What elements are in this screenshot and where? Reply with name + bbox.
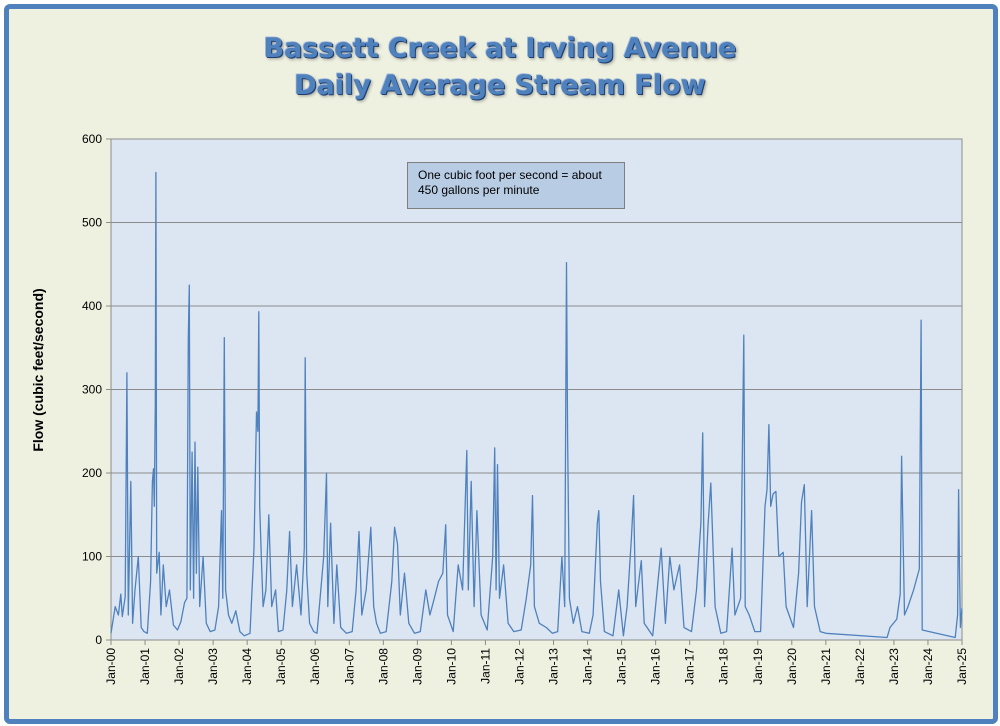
x-tick-label: Jan-14 [581, 648, 595, 685]
x-tick-label: Jan-24 [921, 648, 935, 685]
y-axis-ticks: 0 100 200 300 400 500 600 [82, 132, 111, 647]
series-group [110, 171, 963, 639]
x-tick-label: Jan-21 [819, 648, 833, 685]
x-tick-label: Jan-19 [751, 648, 765, 685]
flow-series-line [110, 171, 963, 639]
y-tick-label: 0 [95, 633, 102, 647]
x-tick-label: Jan-18 [717, 648, 731, 685]
x-tick-label: Jan-23 [887, 648, 901, 685]
x-tick-label: Jan-03 [206, 648, 220, 685]
x-tick-label: Jan-20 [785, 648, 799, 685]
x-axis-ticks: Jan-00 Jan-01 Jan-02 Jan-03 Jan-04 Jan-05 Jan-… [104, 640, 969, 685]
x-tick-label: Jan-16 [649, 648, 663, 685]
chart-title-block: Bassett Creek at Irving Avenue Daily Ave… [0, 30, 1000, 104]
x-tick-label: Jan-11 [478, 648, 492, 684]
y-tick-label: 100 [82, 550, 102, 564]
x-tick-label: Jan-12 [512, 648, 526, 685]
x-tick-label: Jan-25 [955, 648, 969, 685]
x-tick-label: Jan-13 [547, 648, 561, 685]
x-tick-label: Jan-04 [240, 648, 254, 685]
y-tick-label: 600 [82, 132, 102, 146]
x-tick-label: Jan-00 [104, 648, 118, 685]
y-tick-label: 200 [82, 466, 102, 480]
x-tick-label: Jan-01 [138, 648, 152, 685]
annotation-box: One cubic foot per second = about 450 ga… [407, 162, 625, 209]
x-tick-label: Jan-06 [308, 648, 322, 685]
x-tick-label: Jan-02 [172, 648, 186, 685]
gridlines [111, 222, 962, 557]
x-tick-label: Jan-08 [376, 648, 390, 685]
x-tick-label: Jan-05 [274, 648, 288, 685]
x-tick-label: Jan-09 [410, 648, 424, 685]
y-tick-label: 400 [82, 299, 102, 313]
chart-title: Bassett Creek at Irving Avenue [263, 33, 737, 64]
x-tick-label: Jan-17 [683, 648, 697, 685]
x-tick-label: Jan-15 [615, 648, 629, 685]
x-tick-label: Jan-07 [342, 648, 356, 685]
x-tick-label: Jan-10 [444, 648, 458, 685]
y-tick-label: 500 [82, 216, 102, 230]
y-tick-label: 300 [82, 383, 102, 397]
x-tick-label: Jan-22 [853, 648, 867, 685]
chart-subtitle: Daily Average Stream Flow [294, 70, 706, 101]
y-axis-label: Flow (cubic feet/second) [30, 288, 46, 452]
